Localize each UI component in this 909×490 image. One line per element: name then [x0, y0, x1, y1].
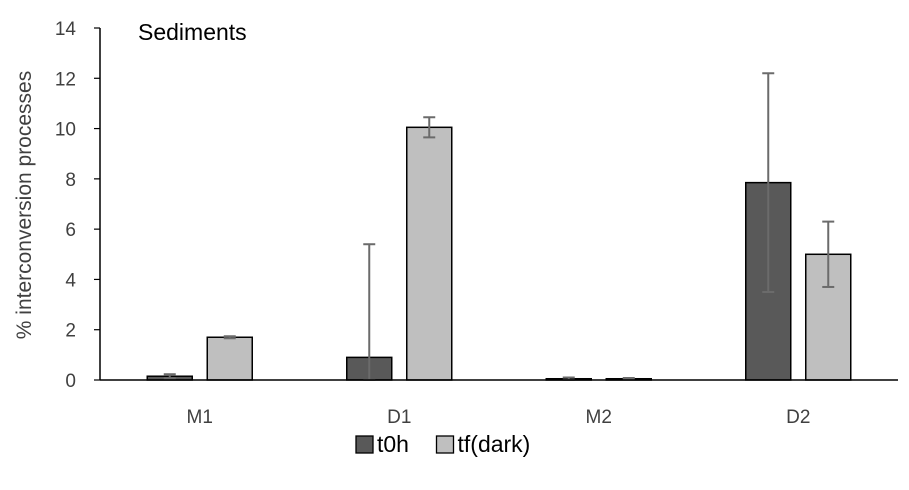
error-bar-tf(dark)-D2	[822, 220, 835, 288]
y-axis-ticks: 0 2 4 6 8 10 12 14	[55, 19, 100, 392]
error-bar-t0h-M1	[163, 373, 176, 380]
x-tick-label: M2	[586, 407, 612, 428]
y-tick-label: 6	[65, 220, 76, 241]
legend-swatch-t0h	[355, 435, 374, 454]
x-axis-ticks: M1 D1 M2 D2	[187, 407, 811, 428]
legend-label-tf(dark): tf(dark)	[458, 431, 531, 457]
y-tick-label: 0	[65, 371, 76, 392]
legend-swatch-tf(dark)	[435, 435, 455, 454]
chart-title: Sediments	[138, 19, 247, 45]
legend-label-t0h: t0h	[377, 431, 409, 457]
x-tick-label: D1	[387, 407, 411, 428]
bars	[146, 126, 852, 381]
error-bar-tf(dark)-M1	[223, 335, 236, 340]
y-tick-label: 10	[55, 120, 76, 141]
y-tick-label: 4	[65, 270, 76, 291]
y-tick-label: 14	[55, 19, 77, 40]
x-tick-label: D2	[786, 407, 810, 428]
x-tick-label: M1	[187, 407, 213, 428]
error-bar-t0h-D2	[762, 72, 775, 293]
y-tick-label: 2	[65, 321, 76, 342]
y-axis-label: % interconversion processes	[13, 71, 36, 339]
bar-tf(dark)-M1	[206, 336, 253, 381]
y-tick-label: 8	[65, 170, 76, 191]
legend: t0h tf(dark)	[355, 431, 531, 457]
y-tick-label: 12	[55, 69, 76, 90]
error-bars	[163, 72, 835, 381]
error-bar-tf(dark)-D1	[423, 116, 436, 139]
bar-tf(dark)-D1	[406, 126, 453, 381]
